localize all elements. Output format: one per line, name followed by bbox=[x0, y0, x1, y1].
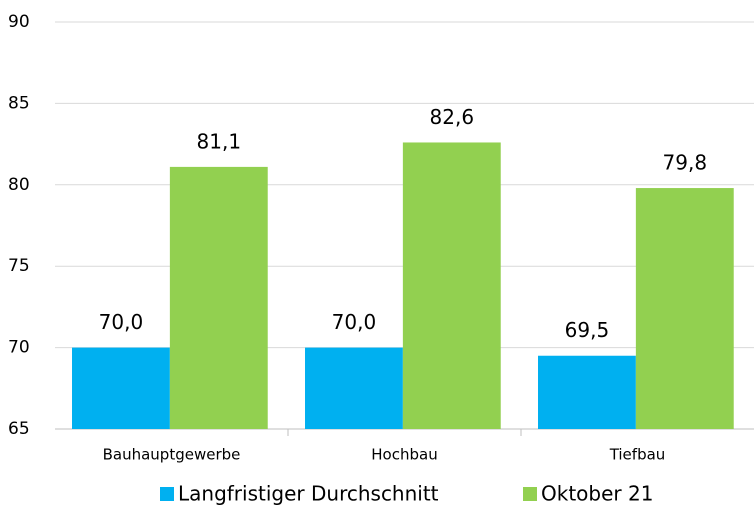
legend-swatch bbox=[523, 487, 537, 501]
value-label: 81,1 bbox=[197, 129, 242, 153]
bar bbox=[402, 142, 501, 430]
legend-label: Oktober 21 bbox=[541, 482, 653, 506]
x-tick-label: Hochbau bbox=[371, 446, 437, 464]
y-tick-label: 90 bbox=[8, 12, 30, 32]
x-tick-label: Bauhauptgewerbe bbox=[103, 446, 241, 464]
value-label: 70,0 bbox=[332, 310, 377, 334]
value-label: 70,0 bbox=[99, 310, 144, 334]
bar bbox=[169, 166, 268, 429]
x-tick-label: Tiefbau bbox=[609, 446, 666, 464]
y-tick-label: 75 bbox=[8, 256, 30, 276]
bar bbox=[635, 188, 734, 429]
value-label: 82,6 bbox=[430, 105, 475, 129]
y-tick-label: 85 bbox=[8, 93, 30, 113]
legend-swatch bbox=[160, 487, 174, 501]
bar bbox=[305, 347, 403, 429]
y-tick-label: 65 bbox=[8, 419, 30, 439]
bar bbox=[72, 347, 170, 429]
legend-label: Langfristiger Durchschnitt bbox=[178, 482, 439, 506]
y-tick-label: 70 bbox=[8, 338, 30, 358]
y-tick-label: 80 bbox=[8, 175, 30, 195]
bar bbox=[538, 355, 636, 429]
value-label: 79,8 bbox=[663, 151, 708, 175]
value-label: 69,5 bbox=[565, 318, 610, 342]
